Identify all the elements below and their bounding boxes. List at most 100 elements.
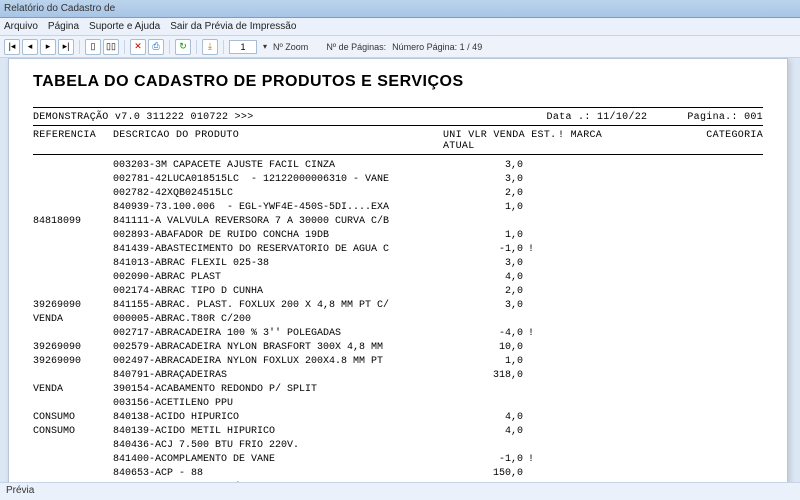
toolbar-separator xyxy=(124,40,125,54)
table-row: 840939-73.100.006 - EGL-YWF4E-450S-5DI..… xyxy=(33,201,763,215)
cell-flag xyxy=(523,425,539,439)
cell-ref xyxy=(33,397,113,411)
table-row: 841400-ACOMPLAMENTO DE VANE-1,0! xyxy=(33,453,763,467)
menu-suporte[interactable]: Suporte e Ajuda xyxy=(89,21,160,32)
cell-flag: ! xyxy=(523,243,539,257)
export-icon[interactable]: ⤓ xyxy=(202,39,218,55)
cell-ref: 39269090 xyxy=(33,341,113,355)
cell-ref xyxy=(33,201,113,215)
cell-desc: 002781-42LUCA018515LC - 12122000006310 -… xyxy=(113,173,453,187)
cell-ref xyxy=(33,439,113,453)
cell-val: 10,0 xyxy=(453,341,523,355)
cell-desc: 841111-A VALVULA REVERSORA 7 A 30000 CUR… xyxy=(113,215,453,229)
cell-desc: 841013-ABRAC FLEXIL 025-38 xyxy=(113,257,453,271)
cell-val: 2,0 xyxy=(453,187,523,201)
cell-val xyxy=(453,313,523,327)
col-referencia: REFERENCIA xyxy=(33,130,113,152)
cell-desc: 002090-ABRAC PLAST xyxy=(113,271,453,285)
cell-flag xyxy=(523,341,539,355)
table-row: CONSUMO840139-ACIDO METIL HIPURICO4,0 xyxy=(33,425,763,439)
cell-ref xyxy=(33,467,113,481)
cell-desc: 840138-ACIDO HIPURICO xyxy=(113,411,453,425)
cell-val: 3,0 xyxy=(453,173,523,187)
cell-desc: 002174-ABRAC TIPO D CUNHA xyxy=(113,285,453,299)
table-row: 003156-ACETILENO PPU xyxy=(33,397,763,411)
cell-flag xyxy=(523,383,539,397)
table-row: VENDA000005-ABRAC.T80R C/200 xyxy=(33,313,763,327)
cell-desc: 003203-3M CAPACETE AJUSTE FACIL CINZA xyxy=(113,159,453,173)
cell-val: 4,0 xyxy=(453,425,523,439)
menu-arquivo[interactable]: Arquivo xyxy=(4,21,38,32)
cell-val: 2,0 xyxy=(453,285,523,299)
next-page-icon[interactable]: ▸ xyxy=(40,39,56,55)
cell-desc: 841439-ABASTECIMENTO DO RESERVATORIO DE … xyxy=(113,243,453,257)
cell-ref xyxy=(33,327,113,341)
first-page-icon[interactable]: |◂ xyxy=(4,39,20,55)
table-row: CONSUMO840138-ACIDO HIPURICO4,0 xyxy=(33,411,763,425)
toolbar-separator xyxy=(223,40,224,54)
cell-flag xyxy=(523,215,539,229)
menu-pagina[interactable]: Página xyxy=(48,21,79,32)
table-row: 002090-ABRAC PLAST4,0 xyxy=(33,271,763,285)
page-single-icon[interactable]: ▯ xyxy=(85,39,101,55)
window-title: Relatório do Cadastro de xyxy=(4,3,115,14)
zoom-dropdown-icon[interactable]: ▾ xyxy=(263,42,267,51)
col-uni: UNI VLR VENDA EST. ATUAL xyxy=(443,130,558,152)
cell-flag xyxy=(523,411,539,425)
cell-desc: 841400-ACOMPLAMENTO DE VANE xyxy=(113,453,453,467)
toolbar-separator xyxy=(79,40,80,54)
cell-flag: ! xyxy=(523,327,539,341)
page-label: Pagina.: 001 xyxy=(687,112,763,123)
cell-ref xyxy=(33,453,113,467)
table-row: 841439-ABASTECIMENTO DO RESERVATORIO DE … xyxy=(33,243,763,257)
cell-flag xyxy=(523,173,539,187)
cell-flag xyxy=(523,201,539,215)
menu-sair[interactable]: Sair da Prévia de Impressão xyxy=(170,21,296,32)
last-page-icon[interactable]: ▸| xyxy=(58,39,74,55)
cell-ref: 39269090 xyxy=(33,299,113,313)
cell-val: 3,0 xyxy=(453,159,523,173)
cell-ref xyxy=(33,257,113,271)
col-descricao: DESCRICAO DO PRODUTO xyxy=(113,130,443,152)
cell-ref xyxy=(33,159,113,173)
report-page: TABELA DO CADASTRO DE PRODUTOS E SERVIÇO… xyxy=(8,58,788,482)
table-row: 840791-ABRAÇADEIRAS318,0 xyxy=(33,369,763,383)
col-categoria: CATEGORIA xyxy=(648,130,763,152)
table-row: 39269090002497-ABRACADEIRA NYLON FOXLUX … xyxy=(33,355,763,369)
table-row: 84818099841111-A VALVULA REVERSORA 7 A 3… xyxy=(33,215,763,229)
table-row: 002893-ABAFADOR DE RUIDO CONCHA 19DB1,0 xyxy=(33,229,763,243)
cell-val: 4,0 xyxy=(453,411,523,425)
data-table: 003203-3M CAPACETE AJUSTE FACIL CINZA3,0… xyxy=(33,159,763,482)
close-icon[interactable]: ✕ xyxy=(130,39,146,55)
table-row: 003203-3M CAPACETE AJUSTE FACIL CINZA3,0 xyxy=(33,159,763,173)
cell-val: -1,0 xyxy=(453,243,523,257)
cell-flag xyxy=(523,313,539,327)
cell-ref xyxy=(33,173,113,187)
cell-desc: 003156-ACETILENO PPU xyxy=(113,397,453,411)
cell-desc: 002579-ABRACADEIRA NYLON BRASFORT 300X 4… xyxy=(113,341,453,355)
cell-flag: ! xyxy=(523,453,539,467)
cell-val: 3,0 xyxy=(453,257,523,271)
cell-flag xyxy=(523,355,539,369)
zoom-label: Nº Zoom xyxy=(273,42,308,52)
cell-ref xyxy=(33,285,113,299)
page-double-icon[interactable]: ▯▯ xyxy=(103,39,119,55)
table-row: 840653-ACP - 88150,0 xyxy=(33,467,763,481)
table-row: 002782-42XQB024515LC2,0 xyxy=(33,187,763,201)
cell-val xyxy=(453,397,523,411)
cell-flag xyxy=(523,467,539,481)
col-marca: ! MARCA xyxy=(558,130,648,152)
prev-page-icon[interactable]: ◂ xyxy=(22,39,38,55)
cell-val: 1,0 xyxy=(453,201,523,215)
refresh-icon[interactable]: ↻ xyxy=(175,39,191,55)
cell-flag xyxy=(523,229,539,243)
print-icon[interactable]: ⎙ xyxy=(148,39,164,55)
cell-desc: 002497-ABRACADEIRA NYLON FOXLUX 200X4.8 … xyxy=(113,355,453,369)
cell-desc: 840436-ACJ 7.500 BTU FRIO 220V. xyxy=(113,439,453,453)
zoom-input[interactable] xyxy=(229,40,257,54)
cell-flag xyxy=(523,271,539,285)
pages-label: Nº de Páginas: xyxy=(326,42,386,52)
cell-val xyxy=(453,215,523,229)
header-rule xyxy=(33,154,763,155)
table-row: 841013-ABRAC FLEXIL 025-383,0 xyxy=(33,257,763,271)
